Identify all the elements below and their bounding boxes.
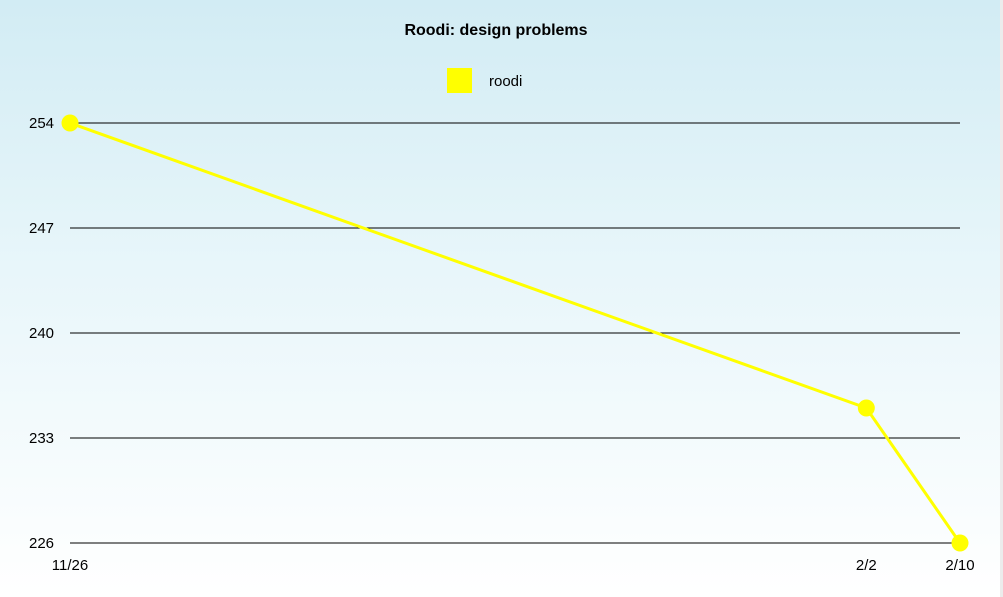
y-tick-label-233: 233 bbox=[29, 430, 54, 447]
series-group bbox=[61, 114, 969, 552]
legend: roodi bbox=[447, 68, 522, 93]
right-edge-border bbox=[1000, 0, 1003, 597]
data-point-roodi-2[interactable] bbox=[951, 534, 969, 552]
legend-label-roodi: roodi bbox=[489, 73, 522, 90]
legend-swatch-roodi bbox=[447, 68, 472, 93]
data-point-roodi-1[interactable] bbox=[857, 399, 875, 417]
x-tick-label-2-10: 2/10 bbox=[945, 557, 974, 574]
data-point-roodi-0[interactable] bbox=[61, 114, 79, 132]
x-tick-label-11-26: 11/26 bbox=[52, 557, 88, 574]
y-tick-label-226: 226 bbox=[29, 535, 54, 552]
chart-title: Roodi: design problems bbox=[404, 22, 587, 39]
y-tick-label-254: 254 bbox=[29, 115, 54, 132]
x-tick-label-2-2: 2/2 bbox=[856, 557, 877, 574]
x-axis-ticks: 11/26 2/2 2/10 bbox=[52, 557, 975, 574]
y-axis-ticks: 226 233 240 247 254 bbox=[29, 115, 54, 552]
grid-lines bbox=[70, 122, 960, 544]
y-tick-label-247: 247 bbox=[29, 220, 54, 237]
y-tick-label-240: 240 bbox=[29, 325, 54, 342]
